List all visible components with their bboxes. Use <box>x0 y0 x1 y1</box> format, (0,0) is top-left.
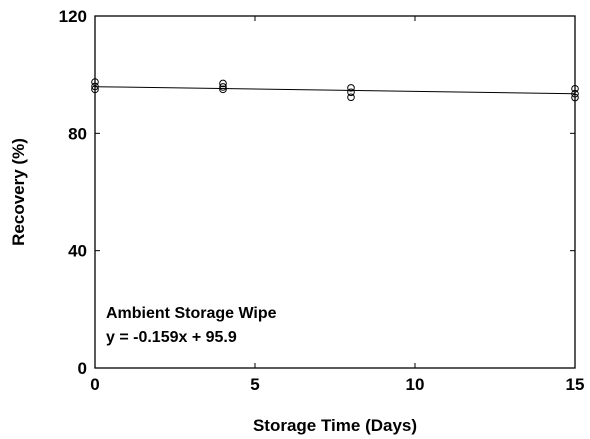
y-tick-label: 0 <box>78 359 87 378</box>
x-axis-title: Storage Time (Days) <box>253 416 417 435</box>
data-point <box>571 93 579 102</box>
x-tick-label: 15 <box>566 375 585 394</box>
y-tick-label: 80 <box>68 124 87 143</box>
data-point <box>571 84 579 93</box>
x-tick-label: 10 <box>406 375 425 394</box>
y-tick-label: 120 <box>59 7 87 26</box>
annotation-title: Ambient Storage Wipe <box>106 305 277 322</box>
regression-line <box>94 86 576 95</box>
data-point <box>91 78 99 86</box>
data-point <box>571 89 579 98</box>
data-point <box>219 85 227 94</box>
x-tick-label: 5 <box>250 375 259 394</box>
data-point <box>91 85 99 94</box>
data-point <box>91 82 99 91</box>
y-tick-label: 40 <box>68 242 87 261</box>
data-point <box>347 93 355 102</box>
x-tick-label: 0 <box>90 375 99 394</box>
data-point <box>347 84 355 92</box>
annotation-equation: y = -0.159x + 95.9 <box>106 329 237 346</box>
data-point <box>219 79 227 88</box>
data-point <box>219 83 227 91</box>
data-point <box>347 88 355 97</box>
y-axis-title: Recovery (%) <box>9 138 28 246</box>
plot-area-frame <box>94 15 576 369</box>
